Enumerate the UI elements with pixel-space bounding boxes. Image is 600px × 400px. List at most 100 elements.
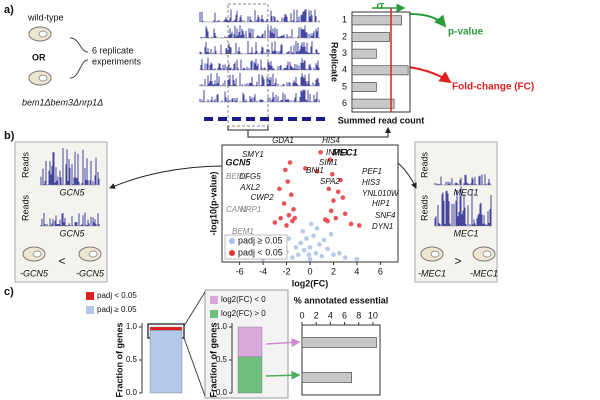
gene-annotation: HIP1: [372, 199, 390, 208]
cell-icon: [88, 250, 98, 258]
bar: [351, 32, 390, 42]
gene-annotation: [302, 117, 311, 121]
x-tick-label: 2: [314, 310, 319, 320]
x-tick-label: 6: [342, 310, 347, 320]
gene-annotation: [246, 117, 255, 121]
read-track: [199, 9, 320, 22]
point: [301, 248, 307, 253]
strain-label: -GCN5: [76, 268, 105, 278]
strain-label: -MEC1: [418, 268, 446, 278]
panel-label: c): [4, 286, 14, 298]
x-tick-label: 4: [354, 266, 359, 276]
point: [331, 198, 336, 203]
point: [287, 160, 293, 165]
y-tick-label: 0.5: [126, 355, 138, 364]
zoom-lines: [183, 291, 206, 397]
x-tick-label: -6: [236, 266, 244, 276]
point: [317, 242, 322, 247]
bar: [301, 337, 377, 348]
y-tick-label: 1.0: [216, 322, 228, 331]
point: [288, 192, 294, 198]
point: [325, 246, 330, 252]
point: [307, 256, 313, 262]
x-tick-label: -2: [283, 266, 291, 276]
point: [348, 221, 354, 227]
point: [286, 236, 292, 241]
point: [329, 171, 335, 177]
gene-annotation: [204, 117, 213, 121]
cell-icon: [38, 30, 48, 38]
point: [303, 166, 308, 171]
legend-marker: [210, 310, 218, 318]
reads-label: Reads: [20, 194, 30, 221]
plot-frame: [301, 324, 381, 396]
point: [284, 223, 289, 228]
bar-segment: [149, 330, 183, 394]
bar: [351, 65, 409, 76]
point: [292, 215, 298, 221]
x-tick-label: 10: [368, 310, 378, 320]
x-axis-label: log2(FC): [292, 278, 329, 288]
fc-label: Fold-change (FC): [452, 82, 534, 93]
legend-marker: [86, 306, 94, 314]
legend-marker: [86, 292, 94, 300]
y-tick-label: 4: [342, 65, 347, 75]
point: [291, 207, 296, 212]
gene-annotation: CWP2: [250, 193, 274, 202]
gene-annotation: [288, 117, 297, 121]
strain-label: bem1Δbem3Δnrp1Δ: [22, 97, 103, 107]
x-tick-label: 6: [378, 266, 383, 276]
gene-annotation: AXL2: [239, 183, 260, 192]
strain-label: -GCN5: [20, 268, 49, 278]
panel-label: a): [4, 4, 14, 16]
cell-icon: [430, 250, 440, 258]
point: [300, 228, 306, 234]
gene-annotation: BEM1: [232, 227, 254, 236]
gene-annotation: [316, 117, 325, 121]
replicates-label: 6 replicate: [92, 45, 134, 55]
arrow-down: [265, 337, 301, 347]
point: [356, 223, 362, 228]
strain-label: -MEC1: [470, 268, 498, 278]
bar-segment: [237, 356, 263, 394]
strain-label: wild-type: [27, 12, 64, 22]
point: [311, 233, 316, 238]
gene-label: MEC1: [453, 187, 478, 197]
gene-annotation: SIM1: [319, 158, 338, 167]
point: [340, 195, 346, 200]
gene-annotation: GDA1: [272, 136, 294, 145]
x-tick-label: 0: [299, 310, 304, 320]
y-tick-label: 3: [342, 48, 347, 58]
point: [304, 236, 309, 241]
point: [272, 220, 278, 225]
bar-segment: [149, 326, 183, 331]
point: [342, 255, 348, 260]
point: [285, 179, 291, 184]
y-tick-label: 0.5: [216, 355, 228, 364]
point: [306, 252, 312, 257]
y-tick-label: 5: [342, 81, 347, 91]
brace: [69, 37, 89, 79]
point: [338, 177, 343, 183]
point: [342, 211, 348, 217]
point: [307, 245, 313, 250]
legend-label: padj < 0.05: [238, 247, 283, 257]
y-tick-label: 1.0: [126, 322, 138, 331]
gene-annotation: CAN1: [226, 205, 247, 214]
gene-annotation: GCN5: [225, 157, 251, 167]
point: [319, 253, 325, 259]
legend-label: log2(FC) < 0: [221, 295, 266, 304]
gene-annotation: YNL010W: [362, 189, 400, 198]
x-tick-label: 0: [307, 266, 312, 276]
read-track: [199, 73, 320, 86]
point: [322, 217, 328, 222]
point: [314, 226, 320, 231]
cell-icon: [32, 250, 42, 258]
plot-frame: [351, 11, 411, 113]
point: [286, 212, 292, 218]
point: [277, 186, 282, 192]
relation: >: [454, 254, 461, 268]
point: [281, 201, 287, 206]
cell-icon: [482, 250, 492, 258]
